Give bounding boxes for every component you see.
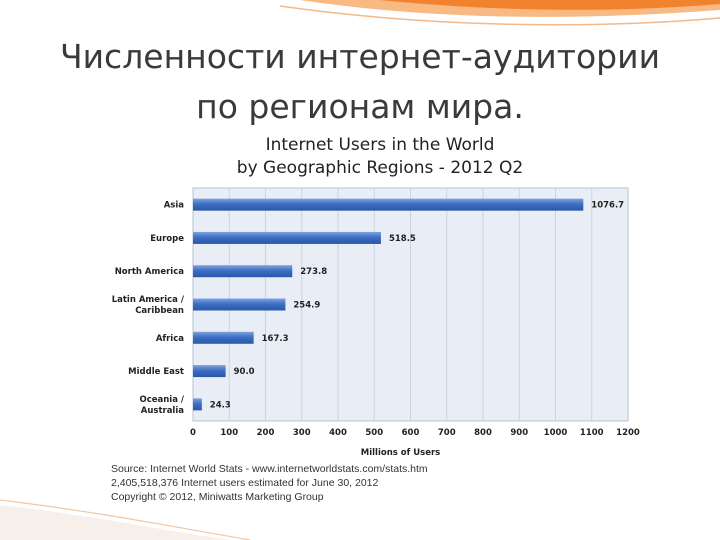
x-tick-label: 1000 [544, 428, 568, 438]
x-tick-label: 200 [257, 428, 275, 438]
x-tick-label: 100 [220, 428, 238, 438]
data-label: 1076.7 [591, 201, 624, 211]
top-wave-orange-dark [380, 0, 720, 10]
source-notes: Source: Internet World Stats - www.inter… [111, 462, 428, 504]
data-label: 167.3 [262, 334, 289, 344]
x-tick-label: 700 [438, 428, 456, 438]
x-tick-label: 1100 [580, 428, 604, 438]
bottom-wave-left [0, 505, 230, 540]
category-label: Europe [150, 234, 184, 244]
x-tick-label: 600 [402, 428, 420, 438]
x-tick-label: 400 [329, 428, 347, 438]
category-label: North America [115, 267, 185, 277]
chart-subtitle: by Geographic Regions - 2012 Q2 [236, 158, 524, 178]
bar [193, 231, 381, 244]
chart-heading: Internet Users in the World by Geographi… [230, 134, 530, 180]
data-label: 254.9 [293, 301, 320, 311]
x-axis-label: Millions of Users [361, 448, 441, 458]
bar [193, 398, 202, 411]
category-label: Oceania / [139, 395, 184, 405]
slide-title-line-2: по регионам мира. [196, 87, 524, 126]
category-label: Caribbean [135, 306, 184, 316]
copyright-note: Copyright © 2012, Miniwatts Marketing Gr… [111, 491, 324, 503]
x-tick-label: 900 [510, 428, 528, 438]
x-tick-label: 800 [474, 428, 492, 438]
data-label: 273.8 [300, 267, 327, 277]
bar [193, 198, 584, 211]
data-label: 24.3 [210, 400, 231, 410]
x-tick-label: 500 [365, 428, 383, 438]
x-tick-label: 300 [293, 428, 311, 438]
top-wave-line [279, 5, 720, 26]
category-label: Australia [141, 406, 185, 416]
category-label: Latin America / [112, 295, 185, 305]
x-tick-label: 0 [190, 428, 196, 438]
estimate-note: 2,405,518,376 Internet users estimated f… [111, 477, 379, 489]
bar [193, 365, 226, 378]
category-label: Asia [164, 201, 185, 211]
data-label: 518.5 [389, 234, 416, 244]
bar [193, 265, 293, 278]
bottom-wave-left-line [0, 499, 251, 540]
x-tick-label: 1200 [616, 428, 640, 438]
chart-title: Internet Users in the World [265, 135, 495, 155]
slide-title: Численности интернет-аудитории по регион… [0, 32, 720, 132]
bar [193, 298, 286, 311]
category-label: Middle East [128, 367, 184, 377]
category-label: Africa [156, 334, 184, 344]
bar [193, 331, 254, 344]
slide-title-line-1: Численности интернет-аудитории [59, 37, 661, 76]
source-note: Source: Internet World Stats - www.inter… [111, 463, 428, 475]
bar-chart: 0 100 200 300 400 500 600 700 800 900 1000 1100 1200… [112, 187, 640, 458]
data-label: 90.0 [234, 367, 255, 377]
